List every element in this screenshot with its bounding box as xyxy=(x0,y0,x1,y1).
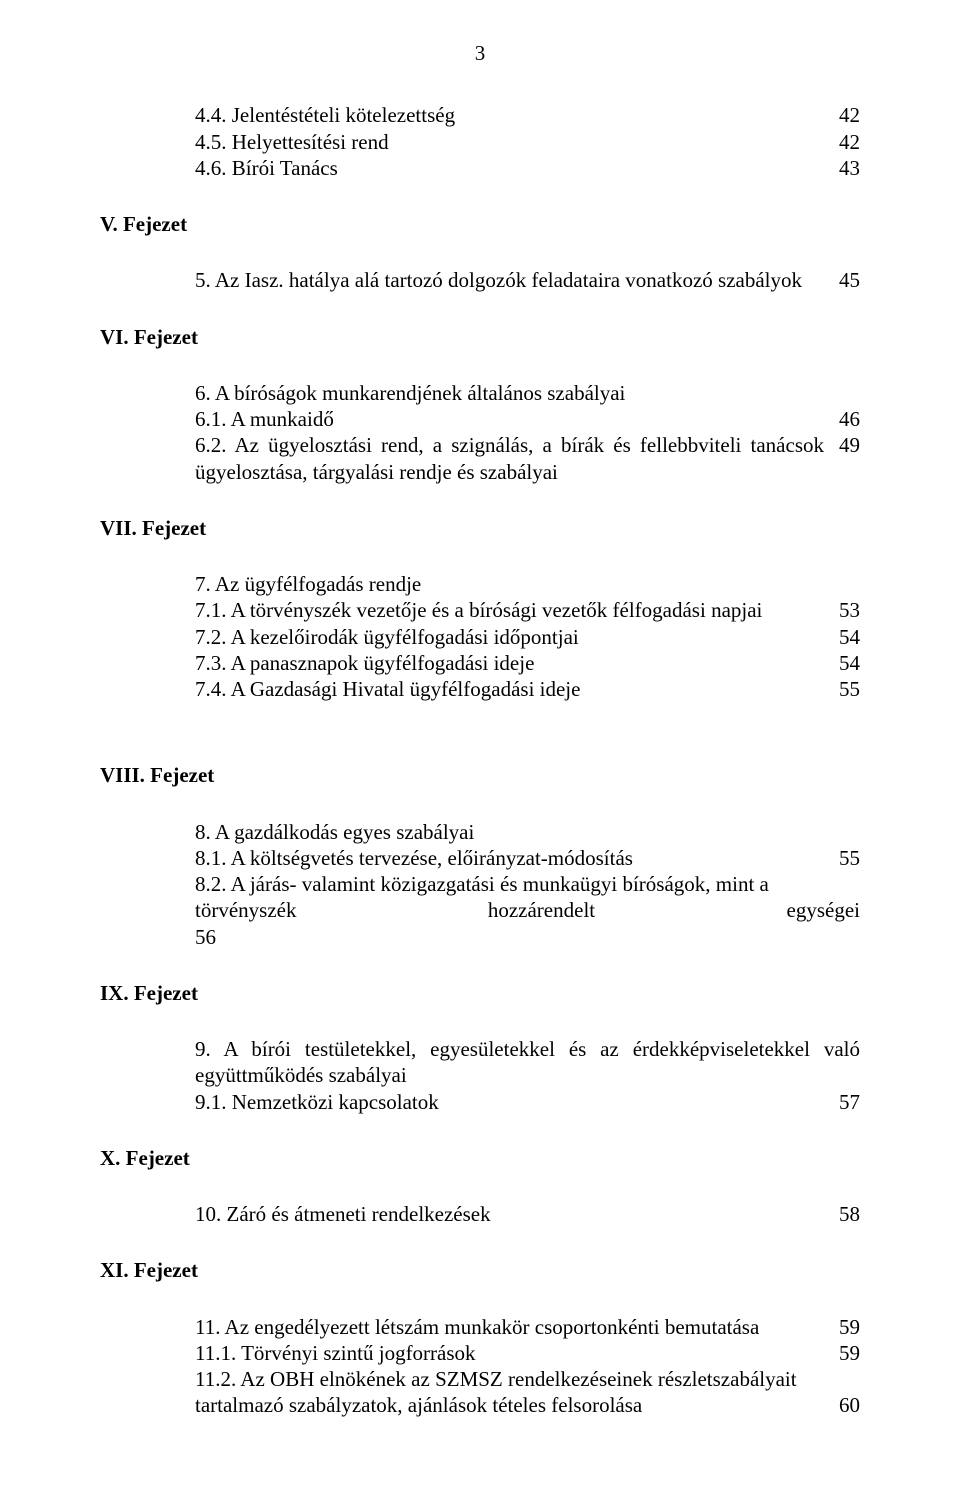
chapter-10-label: X. Fejezet xyxy=(100,1145,860,1171)
chapter-9-label: IX. Fejezet xyxy=(100,980,860,1006)
block-4: 4.4. Jelentéstételi kötelezettség 42 4.5… xyxy=(195,102,860,181)
entry-text: tartalmazó szabályzatok, ajánlások tétel… xyxy=(195,1392,824,1418)
entry-text: 6.1. A munkaidő xyxy=(195,406,824,432)
entry-82-left: törvényszék xyxy=(195,897,296,923)
entry-text-line2: tartalmazó szabályzatok, ajánlások tétel… xyxy=(195,1392,860,1418)
entry-text: 7.2. A kezelőirodák ügyfélfogadási időpo… xyxy=(195,624,824,650)
entry-text: 5. Az Iasz. hatálya alá tartozó dolgozók… xyxy=(195,267,824,293)
entry-page: 43 xyxy=(832,155,860,181)
entry-page: 56 xyxy=(195,924,860,950)
entry-page: 57 xyxy=(832,1089,860,1115)
block-11: 11. Az engedélyezett létszám munkakör cs… xyxy=(195,1314,860,1419)
page: 3 4.4. Jelentéstételi kötelezettség 42 4… xyxy=(0,0,960,1492)
page-number: 3 xyxy=(100,40,860,66)
spacer xyxy=(100,732,860,762)
entry-page: 49 xyxy=(832,432,860,458)
toc-entry: 9.1. Nemzetközi kapcsolatok 57 xyxy=(195,1089,860,1115)
entry-page: 55 xyxy=(832,676,860,702)
entry-text: 11.1. Törvényi szintű jogforrások xyxy=(195,1340,824,1366)
entry-text: 7.3. A panasznapok ügyfélfogadási ideje xyxy=(195,650,824,676)
entry-text-line2: törvényszék hozzárendelt egységei xyxy=(195,897,860,923)
entry-text-line1: 11.2. Az OBH elnökének az SZMSZ rendelke… xyxy=(195,1366,860,1392)
chapter-7-label: VII. Fejezet xyxy=(100,515,860,541)
toc-entry: 11. Az engedélyezett létszám munkakör cs… xyxy=(195,1314,860,1340)
toc-entry: 6.2. Az ügyelosztási rend, a szignálás, … xyxy=(195,432,860,485)
entry-page: 58 xyxy=(832,1201,860,1227)
section-heading: 8. A gazdálkodás egyes szabályai xyxy=(195,819,860,845)
entry-text: 7.4. A Gazdasági Hivatal ügyfélfogadási … xyxy=(195,676,824,702)
entry-text: 7.1. A törvényszék vezetője és a bíróság… xyxy=(195,597,824,623)
chapter-8-label: VIII. Fejezet xyxy=(100,762,860,788)
entry-text: 11. Az engedélyezett létszám munkakör cs… xyxy=(195,1314,824,1340)
entry-page: 53 xyxy=(832,597,860,623)
entry-page: 59 xyxy=(832,1340,860,1366)
toc-entry: 4.5. Helyettesítési rend 42 xyxy=(195,129,860,155)
entry-text-line1: 8.2. A járás- valamint közigazgatási és … xyxy=(195,871,860,897)
entry-text: 4.4. Jelentéstételi kötelezettség xyxy=(195,102,824,128)
block-10: 10. Záró és átmeneti rendelkezések 58 xyxy=(195,1201,860,1227)
toc-entry: 4.6. Bírói Tanács 43 xyxy=(195,155,860,181)
toc-entry: 7.3. A panasznapok ügyfélfogadási ideje … xyxy=(195,650,860,676)
toc-entry: 6.1. A munkaidő 46 xyxy=(195,406,860,432)
toc-entry: 7.2. A kezelőirodák ügyfélfogadási időpo… xyxy=(195,624,860,650)
entry-page: 59 xyxy=(832,1314,860,1340)
entry-page: 42 xyxy=(832,129,860,155)
section-heading: 6. A bíróságok munkarendjének általános … xyxy=(195,380,860,406)
block-6: 6. A bíróságok munkarendjének általános … xyxy=(195,380,860,485)
toc-entry: 8.1. A költségvetés tervezése, előirányz… xyxy=(195,845,860,871)
entry-text: 6.2. Az ügyelosztási rend, a szignálás, … xyxy=(195,432,824,485)
entry-82-right: egységei xyxy=(787,897,860,923)
entry-page: 46 xyxy=(832,406,860,432)
toc-entry: 5. Az Iasz. hatálya alá tartozó dolgozók… xyxy=(195,267,860,293)
block-5: 5. Az Iasz. hatálya alá tartozó dolgozók… xyxy=(195,267,860,293)
chapter-5-label: V. Fejezet xyxy=(100,211,860,237)
entry-text: 8.1. A költségvetés tervezése, előirányz… xyxy=(195,845,824,871)
chapter-6-label: VI. Fejezet xyxy=(100,324,860,350)
section-heading: 7. Az ügyfélfogadás rendje xyxy=(195,571,860,597)
toc-entry: 11.1. Törvényi szintű jogforrások 59 xyxy=(195,1340,860,1366)
block-8: 8. A gazdálkodás egyes szabályai 8.1. A … xyxy=(195,819,860,950)
entry-text: 10. Záró és átmeneti rendelkezések xyxy=(195,1201,824,1227)
entry-text: 4.5. Helyettesítési rend xyxy=(195,129,824,155)
entry-page: 55 xyxy=(832,845,860,871)
entry-page: 60 xyxy=(832,1392,860,1418)
entry-page: 54 xyxy=(832,650,860,676)
entry-text: 9.1. Nemzetközi kapcsolatok xyxy=(195,1089,824,1115)
entry-82-mid: hozzárendelt xyxy=(488,897,595,923)
toc-entry: 7.4. A Gazdasági Hivatal ügyfélfogadási … xyxy=(195,676,860,702)
toc-entry: 7.1. A törvényszék vezetője és a bíróság… xyxy=(195,597,860,623)
chapter-11-label: XI. Fejezet xyxy=(100,1257,860,1283)
entry-page: 45 xyxy=(832,267,860,293)
section-heading: 9. A bírói testületekkel, egyesületekkel… xyxy=(195,1036,860,1089)
toc-entry-82: 8.2. A járás- valamint közigazgatási és … xyxy=(195,871,860,950)
toc-entry: 10. Záró és átmeneti rendelkezések 58 xyxy=(195,1201,860,1227)
entry-page: 42 xyxy=(832,102,860,128)
entry-text: 4.6. Bírói Tanács xyxy=(195,155,824,181)
toc-entry-112: 11.2. Az OBH elnökének az SZMSZ rendelke… xyxy=(195,1366,860,1419)
block-7: 7. Az ügyfélfogadás rendje 7.1. A törvén… xyxy=(195,571,860,702)
block-9: 9. A bírói testületekkel, egyesületekkel… xyxy=(195,1036,860,1115)
entry-page: 54 xyxy=(832,624,860,650)
toc-entry: 4.4. Jelentéstételi kötelezettség 42 xyxy=(195,102,860,128)
